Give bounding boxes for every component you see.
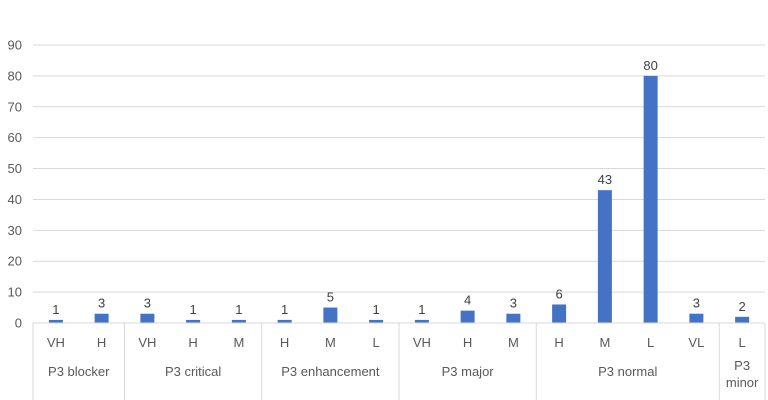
- bar: [94, 313, 109, 323]
- data-label: 1: [235, 302, 242, 317]
- data-label: 2: [739, 299, 746, 314]
- x-category-label: L: [647, 335, 654, 350]
- data-label: 5: [327, 290, 334, 305]
- bar: [414, 319, 429, 323]
- bar: [597, 190, 612, 323]
- x-category-label: L: [373, 335, 380, 350]
- x-group-label: P3 normal: [598, 364, 657, 379]
- bar: [140, 313, 155, 323]
- bars: [48, 75, 750, 323]
- data-label: 3: [144, 296, 151, 311]
- bar: [460, 310, 475, 323]
- x-category-label: L: [739, 335, 746, 350]
- y-axis: 0 10 20 30 40 50 60 70 80 90: [8, 38, 22, 331]
- data-label: 80: [643, 58, 657, 73]
- bar: [643, 75, 658, 323]
- x-group-label: P3 enhancement: [281, 364, 380, 379]
- data-label: 1: [190, 302, 197, 317]
- y-tick-label: 90: [8, 38, 22, 53]
- x-axis: VH H P3 blocker VH H M P3 critical H M L P3 enhanc…: [32, 322, 766, 400]
- bar: [323, 307, 338, 323]
- x-category-label: H: [463, 335, 472, 350]
- y-tick-label: 10: [8, 285, 22, 300]
- y-tick-label: 70: [8, 99, 22, 114]
- x-category-label: H: [97, 335, 106, 350]
- x-category-label: M: [325, 335, 336, 350]
- x-category-label: H: [554, 335, 563, 350]
- x-category-label: H: [188, 335, 197, 350]
- bar: [48, 319, 63, 323]
- x-category-label: M: [233, 335, 244, 350]
- bar: [231, 319, 246, 323]
- data-label: 3: [510, 296, 517, 311]
- x-group-label: P3 critical: [165, 364, 221, 379]
- y-tick-label: 40: [8, 192, 22, 207]
- data-label: 43: [598, 172, 612, 187]
- y-tick-label: 30: [8, 223, 22, 238]
- data-label: 6: [556, 286, 563, 301]
- y-tick-label: 80: [8, 68, 22, 83]
- bar: [689, 313, 704, 323]
- y-tick-label: 0: [15, 316, 22, 331]
- x-category-label: M: [508, 335, 519, 350]
- x-category-label: H: [280, 335, 289, 350]
- data-label: 4: [464, 293, 471, 308]
- bar: [186, 319, 201, 323]
- bar: [735, 316, 750, 323]
- x-category-label: VH: [138, 335, 156, 350]
- bar: [277, 319, 292, 323]
- x-group-label: P3 major: [442, 364, 495, 379]
- x-category-label: VH: [413, 335, 431, 350]
- gridlines: [33, 44, 765, 293]
- data-label: 3: [693, 296, 700, 311]
- data-label: 1: [373, 302, 380, 317]
- x-category-label: M: [599, 335, 610, 350]
- y-tick-label: 20: [8, 254, 22, 269]
- y-tick-label: 60: [8, 130, 22, 145]
- x-group-label: P3 minor: [726, 358, 759, 390]
- data-label: 1: [52, 302, 59, 317]
- data-label: 1: [418, 302, 425, 317]
- x-group-label: P3 blocker: [48, 364, 110, 379]
- y-tick-label: 50: [8, 161, 22, 176]
- bar: [369, 319, 384, 323]
- bar: [506, 313, 521, 323]
- data-label: 1: [281, 302, 288, 317]
- x-category-label: VL: [688, 335, 704, 350]
- x-category-label: VH: [47, 335, 65, 350]
- bar: [552, 304, 567, 323]
- data-label: 3: [98, 296, 105, 311]
